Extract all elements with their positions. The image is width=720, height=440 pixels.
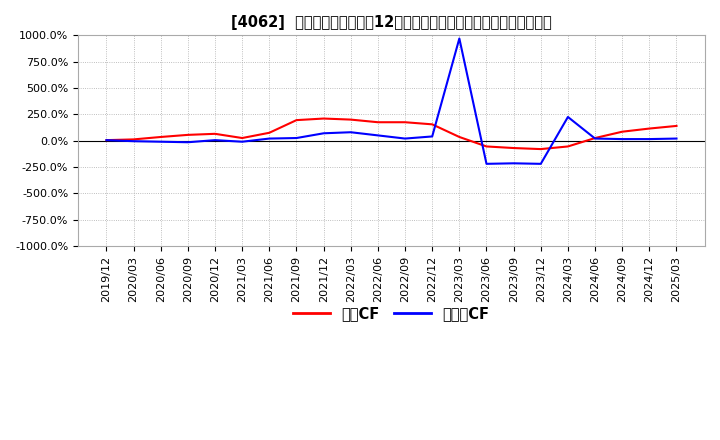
フリーCF	[401, 136, 410, 141]
営業CF	[401, 120, 410, 125]
営業CF	[428, 122, 436, 127]
営業CF	[156, 134, 165, 139]
フリーCF	[428, 134, 436, 139]
フリーCF	[238, 139, 246, 144]
フリーCF	[346, 130, 355, 135]
フリーCF	[455, 36, 464, 41]
フリーCF	[292, 136, 301, 141]
フリーCF	[564, 114, 572, 120]
フリーCF	[536, 161, 545, 166]
フリーCF	[319, 131, 328, 136]
営業CF	[346, 117, 355, 122]
営業CF	[482, 144, 491, 149]
フリーCF	[590, 136, 599, 141]
営業CF	[374, 120, 382, 125]
フリーCF	[211, 137, 220, 143]
営業CF	[645, 126, 654, 131]
フリーCF	[374, 133, 382, 138]
フリーCF	[130, 139, 138, 144]
Line: 営業CF: 営業CF	[107, 118, 677, 149]
フリーCF	[156, 139, 165, 144]
営業CF	[618, 129, 626, 134]
フリーCF	[672, 136, 681, 141]
営業CF	[265, 130, 274, 136]
営業CF	[292, 117, 301, 123]
営業CF	[238, 136, 246, 141]
フリーCF	[645, 136, 654, 142]
営業CF	[184, 132, 192, 138]
フリーCF	[265, 136, 274, 141]
営業CF	[509, 145, 518, 150]
フリーCF	[618, 136, 626, 142]
フリーCF	[482, 161, 491, 166]
フリーCF	[102, 137, 111, 143]
営業CF	[455, 134, 464, 139]
営業CF	[672, 123, 681, 128]
営業CF	[564, 144, 572, 149]
Title: [4062]  キャッシュフローの12か月移動合計の対前年同期増減率の推移: [4062] キャッシュフローの12か月移動合計の対前年同期増減率の推移	[231, 15, 552, 30]
営業CF	[130, 137, 138, 142]
営業CF	[102, 137, 111, 143]
営業CF	[590, 136, 599, 141]
Line: フリーCF: フリーCF	[107, 38, 677, 164]
フリーCF	[509, 161, 518, 166]
営業CF	[319, 116, 328, 121]
Legend: 営業CF, フリーCF: 営業CF, フリーCF	[287, 301, 495, 327]
営業CF	[211, 131, 220, 136]
フリーCF	[184, 139, 192, 145]
営業CF	[536, 147, 545, 152]
